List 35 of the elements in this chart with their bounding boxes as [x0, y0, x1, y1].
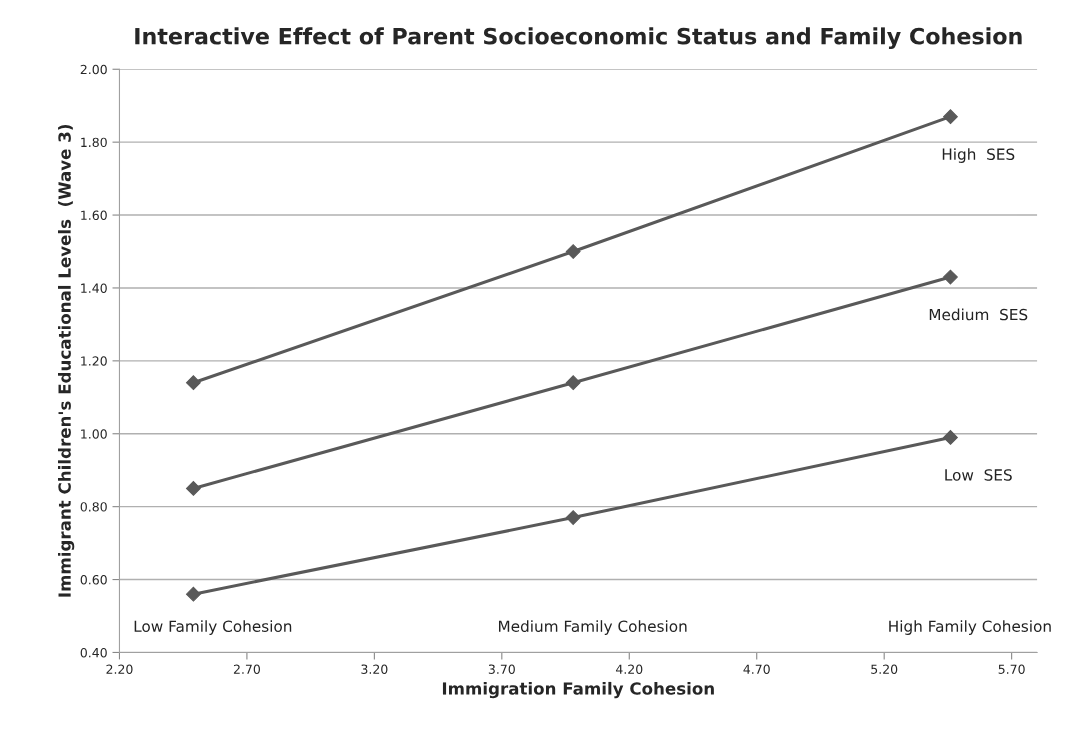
- point: [565, 375, 581, 391]
- annotation: Medium Family Cohesion: [498, 620, 687, 635]
- y-tick-label: 1.80: [81, 137, 107, 148]
- x-tick-label: 3.70: [488, 664, 515, 674]
- annotation: Low Family Cohesion: [134, 620, 292, 635]
- annotation: High Family Cohesion: [889, 620, 1051, 635]
- x-tick-label: 5.20: [871, 664, 898, 674]
- point: [185, 481, 201, 496]
- y-tick-label: 1.00: [81, 429, 107, 439]
- y-tick-label: 0.40: [80, 647, 107, 658]
- x-tick-label: 4.70: [743, 664, 770, 674]
- y-tick-label: 1.20: [81, 356, 107, 366]
- point: [565, 510, 581, 525]
- y-tick-label: 1.60: [81, 210, 107, 220]
- x-tick-label: 2.20: [106, 664, 133, 674]
- series-label: High SES: [942, 148, 1015, 163]
- x-axis-title: Immigration Family Cohesion: [442, 681, 714, 699]
- point: [943, 269, 958, 285]
- series-label: Low SES: [945, 469, 1012, 481]
- y-tick-label: 1.40: [81, 283, 107, 293]
- series-label: Medium SES: [929, 308, 1028, 321]
- y-axis-title: Immigrant Children's Educational Levels (Wave 3): [58, 125, 75, 597]
- y-tick-label: 0.80: [80, 502, 107, 512]
- point: [943, 109, 958, 125]
- x-tick-label: 2.70: [233, 664, 260, 674]
- point: [185, 375, 201, 391]
- point: [185, 586, 201, 602]
- chart-title: Interactive Effect of Parent Socioeconomic Status and Family Cohesion: [135, 27, 1022, 50]
- y-tick-label: 2.00: [80, 64, 107, 75]
- y-tick-label: 0.60: [80, 575, 107, 585]
- x-tick-label: 3.20: [361, 664, 388, 674]
- point: [943, 430, 958, 445]
- point: [565, 244, 581, 259]
- x-tick-label: 4.20: [615, 664, 643, 674]
- x-tick-label: 5.70: [998, 664, 1025, 674]
